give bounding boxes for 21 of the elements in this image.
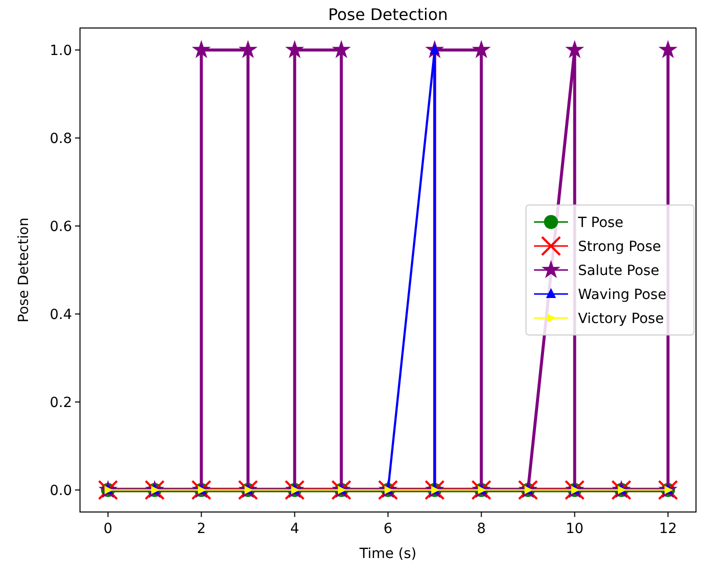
x-tick-label: 8 [476, 521, 486, 537]
chart-title: Pose Detection [328, 5, 448, 24]
legend-label: Victory Pose [578, 310, 664, 327]
y-tick-label: 0.2 [50, 394, 72, 411]
y-tick-label: 0.8 [50, 130, 72, 147]
x-tick-label: 6 [384, 521, 393, 537]
legend-label: T Pose [577, 214, 624, 231]
legend-label: Salute Pose [578, 262, 660, 279]
legend-label: Waving Pose [578, 286, 666, 303]
x-tick-label: 0 [104, 521, 112, 537]
y-tick-label: 0.6 [50, 218, 72, 235]
x-tick-label: 4 [290, 521, 300, 537]
legend-label: Strong Pose [578, 238, 662, 255]
y-tick-label: 0.4 [50, 306, 72, 323]
y-axis-title: Pose Detection [16, 218, 32, 322]
x-tick-label: 10 [566, 521, 584, 537]
y-tick-label: 0.0 [50, 482, 72, 499]
x-tick-label: 2 [196, 521, 206, 537]
y-tick-label: 1.0 [50, 42, 72, 59]
x-tick-label: 12 [659, 521, 677, 537]
x-axis-title: Time (s) [358, 546, 416, 562]
